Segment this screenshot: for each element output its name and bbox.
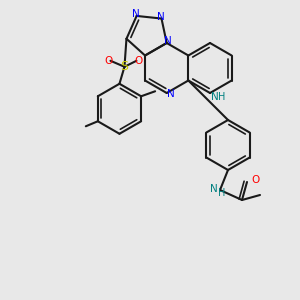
Text: H: H xyxy=(218,188,226,198)
Text: O: O xyxy=(104,56,112,66)
Text: N: N xyxy=(211,92,219,102)
Text: N: N xyxy=(164,36,172,46)
Text: N: N xyxy=(210,184,218,194)
Text: H: H xyxy=(218,92,226,102)
Text: N: N xyxy=(167,89,175,99)
Text: O: O xyxy=(251,175,259,185)
Text: N: N xyxy=(157,11,164,22)
Text: N: N xyxy=(132,9,140,19)
Text: O: O xyxy=(134,56,142,66)
Text: S: S xyxy=(121,60,128,73)
